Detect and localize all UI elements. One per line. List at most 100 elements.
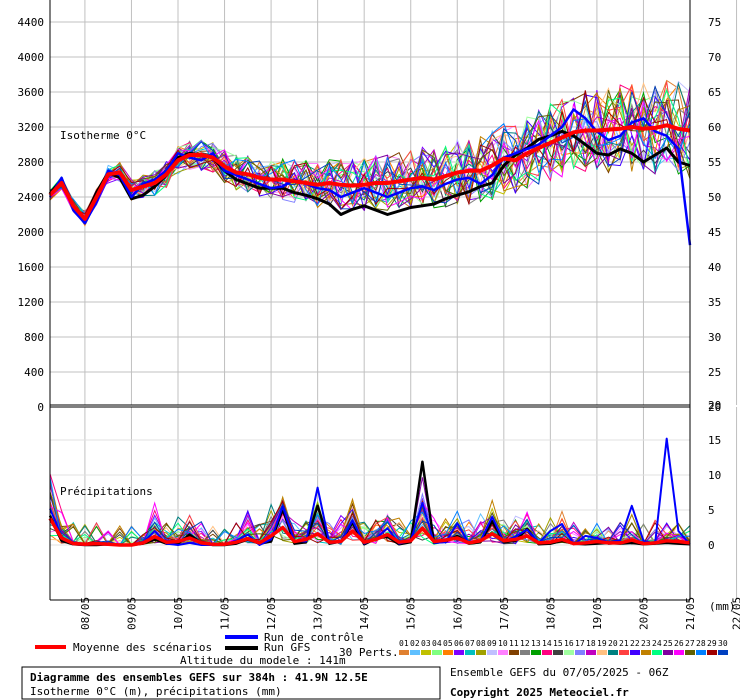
legend-mean-label: Moyenne des scénarios bbox=[73, 641, 212, 654]
pert-number-04: 04 bbox=[432, 639, 442, 648]
pert-line-iso-24 bbox=[49, 89, 691, 215]
pert-swatch-27 bbox=[685, 650, 695, 655]
y-tick-right: 20 bbox=[708, 401, 721, 414]
pert-swatch-21 bbox=[619, 650, 629, 655]
y-tick-left: 3600 bbox=[18, 86, 45, 99]
pert-swatch-17 bbox=[575, 650, 585, 655]
pert-number-25: 25 bbox=[663, 639, 673, 648]
pert-number-13: 13 bbox=[531, 639, 541, 648]
y-tick-right: 55 bbox=[708, 156, 721, 169]
footer-copyright: Copyright 2025 Meteociel.fr bbox=[450, 686, 629, 699]
footer-title: Diagramme des ensembles GEFS sur 384h : … bbox=[30, 671, 368, 684]
pert-swatch-30 bbox=[718, 650, 728, 655]
perturbation-legend: 01 02 03 04 05 06 07 08 09 10 11 12 13 14 15 16 17 18 19 20… bbox=[399, 639, 728, 655]
pert-number-11: 11 bbox=[509, 639, 519, 648]
y-tick-left: 1200 bbox=[18, 296, 45, 309]
x-tick-label: 15/05 bbox=[405, 597, 418, 630]
pert-swatch-18 bbox=[586, 650, 596, 655]
pert-swatch-22 bbox=[630, 650, 640, 655]
pert-swatch-20 bbox=[608, 650, 618, 655]
x-tick-label: 10/05 bbox=[172, 597, 185, 630]
pert-swatch-26 bbox=[674, 650, 684, 655]
x-tick-label: 12/05 bbox=[265, 597, 278, 630]
x-tick-label: 14/05 bbox=[358, 597, 371, 630]
pert-number-28: 28 bbox=[696, 639, 706, 648]
precip-tick-right: 20 bbox=[708, 399, 721, 412]
pert-number-02: 02 bbox=[410, 639, 420, 648]
footer-title-box bbox=[21, 666, 441, 700]
pert-swatch-06 bbox=[454, 650, 464, 655]
pert-swatch-13 bbox=[531, 650, 541, 655]
y-tick-right: 40 bbox=[708, 261, 721, 274]
x-tick-label: 09/05 bbox=[125, 597, 138, 630]
altitude-label: Altitude du modele : 141m bbox=[180, 654, 346, 667]
y-tick-left: 3200 bbox=[18, 121, 45, 134]
y-tick-left: 4000 bbox=[18, 51, 45, 64]
pert-number-19: 19 bbox=[597, 639, 607, 648]
pert-swatch-08 bbox=[476, 650, 486, 655]
pert-number-17: 17 bbox=[575, 639, 585, 648]
pert-number-14: 14 bbox=[542, 639, 552, 648]
pert-number-30: 30 bbox=[718, 639, 728, 648]
pert-swatch-04 bbox=[432, 650, 442, 655]
pert-number-05: 05 bbox=[443, 639, 453, 648]
pert-swatch-02 bbox=[410, 650, 420, 655]
pert-number-03: 03 bbox=[421, 639, 431, 648]
pert-number-23: 23 bbox=[641, 639, 651, 648]
control-line-iso bbox=[48, 108, 692, 246]
pert-number-09: 09 bbox=[487, 639, 497, 648]
main-series-lines bbox=[48, 108, 692, 547]
pert-swatch-14 bbox=[542, 650, 552, 655]
precip-plot-frame bbox=[50, 407, 690, 600]
x-tick-label: 11/05 bbox=[219, 597, 232, 630]
pert-swatch-12 bbox=[520, 650, 530, 655]
x-tick-label: 21/05 bbox=[684, 597, 697, 630]
pert-swatch-03 bbox=[421, 650, 431, 655]
y-tick-left: 800 bbox=[24, 331, 44, 344]
x-tick-label: 18/05 bbox=[544, 597, 557, 630]
precip-tick-right: 10 bbox=[708, 469, 721, 482]
pert-swatch-19 bbox=[597, 650, 607, 655]
pert-swatch-25 bbox=[663, 650, 673, 655]
pert-number-12: 12 bbox=[520, 639, 530, 648]
pert-swatch-23 bbox=[641, 650, 651, 655]
pert-swatch-11 bbox=[509, 650, 519, 655]
y-tick-right: 50 bbox=[708, 191, 721, 204]
pert-number-22: 22 bbox=[630, 639, 640, 648]
y-tick-right: 70 bbox=[708, 51, 721, 64]
pert-swatch-05 bbox=[443, 650, 453, 655]
footer-subtitle: Isotherme 0°C (m), précipitations (mm) bbox=[30, 685, 282, 698]
precip-unit-label: (mm) bbox=[709, 600, 736, 613]
pert-number-01: 01 bbox=[399, 639, 409, 648]
y-tick-right: 65 bbox=[708, 86, 721, 99]
x-tick-label: 19/05 bbox=[591, 597, 604, 630]
pert-number-27: 27 bbox=[685, 639, 695, 648]
isotherm-annotation: Isotherme 0°C bbox=[60, 129, 146, 142]
y-tick-right: 60 bbox=[708, 121, 721, 134]
pert-swatch-07 bbox=[465, 650, 475, 655]
mean-line-precip bbox=[48, 517, 691, 547]
y-tick-left: 2800 bbox=[18, 156, 45, 169]
legend-perts-label: 30 Perts. bbox=[339, 646, 399, 659]
pert-number-16: 16 bbox=[564, 639, 574, 648]
pert-number-06: 06 bbox=[454, 639, 464, 648]
pert-number-26: 26 bbox=[674, 639, 684, 648]
x-tick-label: 22/05 bbox=[731, 597, 740, 630]
pert-swatch-28 bbox=[696, 650, 706, 655]
pert-swatch-10 bbox=[498, 650, 508, 655]
y-tick-left: 400 bbox=[24, 366, 44, 379]
y-tick-right: 35 bbox=[708, 296, 721, 309]
pert-swatch-09 bbox=[487, 650, 497, 655]
y-tick-right: 45 bbox=[708, 226, 721, 239]
pert-line-iso-27 bbox=[49, 90, 691, 220]
x-tick-label: 13/05 bbox=[312, 597, 325, 630]
precip-tick-right: 15 bbox=[708, 434, 721, 447]
legend-gfs-label: Run GFS bbox=[264, 641, 310, 654]
y-tick-right: 25 bbox=[708, 366, 721, 379]
gfs-line-iso bbox=[48, 129, 691, 221]
x-tick-label: 08/05 bbox=[79, 597, 92, 630]
y-tick-left: 0 bbox=[37, 401, 44, 414]
pert-swatch-16 bbox=[564, 650, 574, 655]
pert-number-24: 24 bbox=[652, 639, 662, 648]
